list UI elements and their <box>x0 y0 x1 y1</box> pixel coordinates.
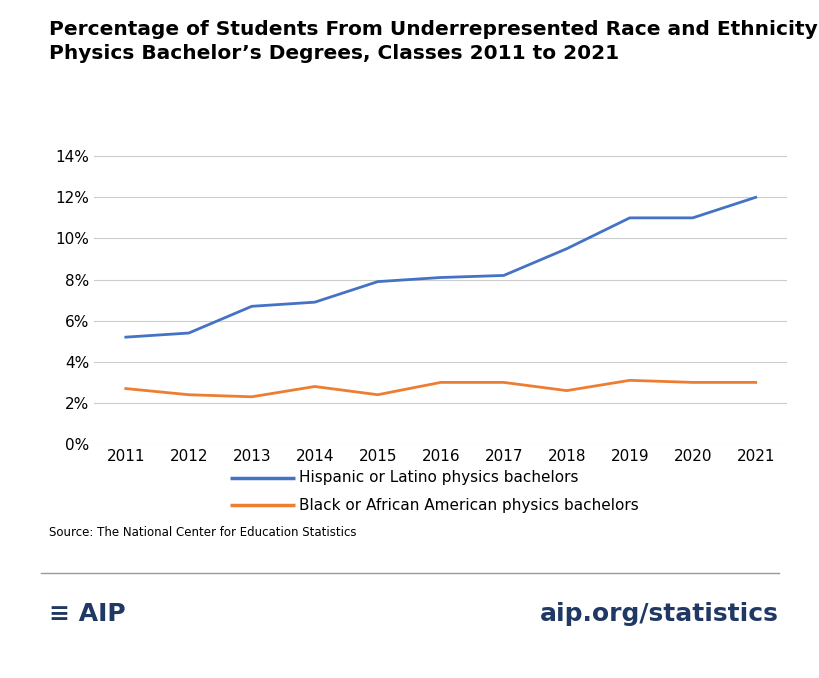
Text: ≡ AIP: ≡ AIP <box>49 601 125 626</box>
Text: Black or African American physics bachelors: Black or African American physics bachel… <box>299 498 638 513</box>
Text: Hispanic or Latino physics bachelors: Hispanic or Latino physics bachelors <box>299 471 578 485</box>
Text: Percentage of Students From Underrepresented Race and Ethnicity Groups Earning: Percentage of Students From Underreprese… <box>49 20 819 39</box>
Text: aip.org/statistics: aip.org/statistics <box>540 601 778 626</box>
Text: Source: The National Center for Education Statistics: Source: The National Center for Educatio… <box>49 526 356 539</box>
Text: Physics Bachelor’s Degrees, Classes 2011 to 2021: Physics Bachelor’s Degrees, Classes 2011… <box>49 44 618 63</box>
